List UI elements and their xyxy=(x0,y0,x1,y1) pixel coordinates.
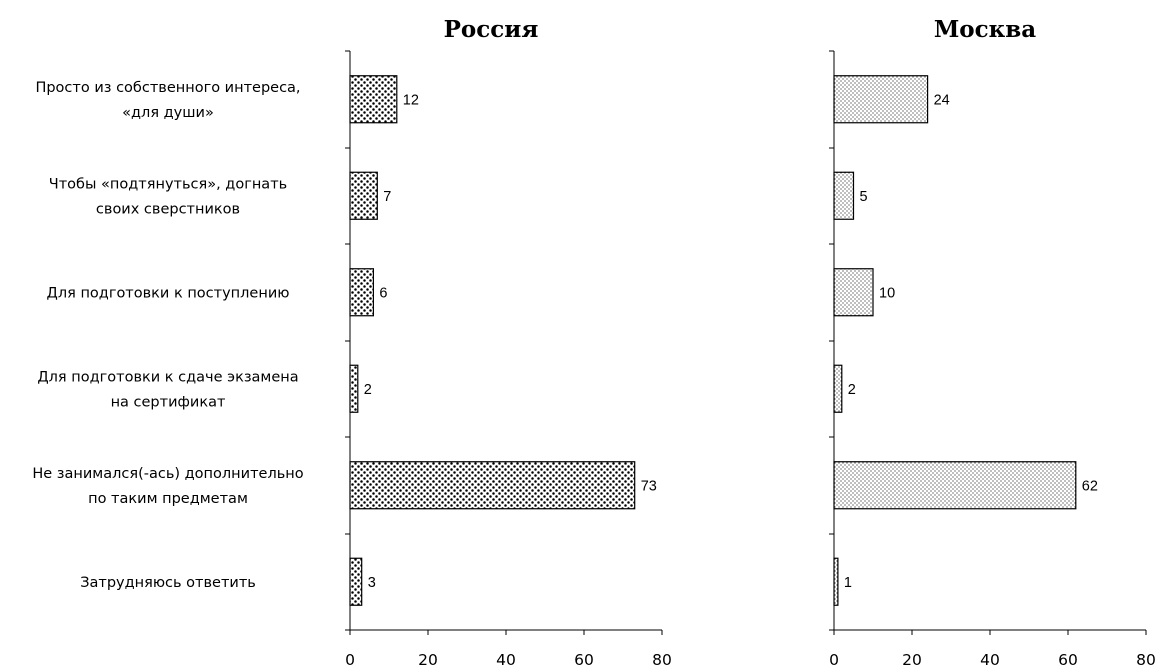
bar-russia xyxy=(349,557,363,606)
x-tick-label: 40 xyxy=(496,651,516,669)
data-label-moscow: 24 xyxy=(934,92,950,108)
data-label-russia: 2 xyxy=(364,382,372,398)
panel-russia: Россия 0 20 40 60 80 12 7 6 2 73 3 Просто из собств… xyxy=(32,16,671,669)
category-label-line: Чтобы «подтянуться», догнать xyxy=(49,176,287,192)
x-tick-label: 0 xyxy=(829,651,839,669)
x-tick-label: 60 xyxy=(1058,651,1078,669)
bar-russia xyxy=(349,461,636,510)
bar-russia xyxy=(349,75,398,124)
bar-russia xyxy=(349,171,378,220)
x-tick-label: 20 xyxy=(902,651,922,669)
category-label: Затрудняюсь ответить xyxy=(80,575,256,591)
data-label-moscow: 62 xyxy=(1082,478,1098,494)
x-tick-label: 80 xyxy=(1136,651,1156,669)
category-label-line: Просто из собственного интереса, xyxy=(35,80,300,96)
category-label: Для подготовки к поступлению xyxy=(47,285,290,301)
category-label-line: «для души» xyxy=(122,105,214,121)
category-label-line: на сертификат xyxy=(111,394,226,410)
category-label-line: Затрудняюсь ответить xyxy=(80,575,256,591)
data-label-russia: 6 xyxy=(379,285,387,301)
x-tick-label: 40 xyxy=(980,651,1000,669)
bar-moscow xyxy=(833,171,855,220)
panel-title-moscow: Москва xyxy=(934,16,1036,43)
category-label-line: по таким предметам xyxy=(88,491,248,507)
x-tick-label: 20 xyxy=(418,651,438,669)
category-label-line: своих сверстников xyxy=(96,201,240,217)
plot-area-moscow: 0 20 40 60 80 24 5 10 2 62 1 xyxy=(829,50,1156,669)
data-label-moscow: 1 xyxy=(844,575,852,591)
bar-moscow xyxy=(833,364,843,413)
bar-russia xyxy=(349,268,374,317)
category-label-line: Для подготовки к сдаче экзамена xyxy=(37,369,298,385)
data-label-russia: 7 xyxy=(383,189,391,205)
category-label: Не занимался(-ась) дополнительно по таким… xyxy=(32,466,303,507)
data-label-moscow: 2 xyxy=(848,382,856,398)
data-label-russia: 3 xyxy=(368,575,376,591)
bar-moscow xyxy=(833,461,1077,510)
panel-title-russia: Россия xyxy=(444,16,539,43)
x-tick-label: 0 xyxy=(345,651,355,669)
bar-moscow xyxy=(833,268,874,317)
bar-russia xyxy=(349,364,359,413)
panel-moscow: Москва 0 20 40 60 80 24 5 10 2 62 1 xyxy=(829,16,1156,669)
category-label: Просто из собственного интереса, «для душ… xyxy=(35,80,300,121)
data-label-moscow: 5 xyxy=(860,189,868,205)
x-tick-label: 60 xyxy=(574,651,594,669)
category-label: Для подготовки к сдаче экзамена на сертиф… xyxy=(37,369,298,410)
data-label-russia: 12 xyxy=(403,92,419,108)
category-label: Чтобы «подтянуться», догнать своих сверст… xyxy=(49,176,287,217)
category-label-line: Для подготовки к поступлению xyxy=(47,285,290,301)
bar-moscow xyxy=(833,75,929,124)
data-label-russia: 73 xyxy=(641,478,657,494)
category-label-line: Не занимался(-ась) дополнительно xyxy=(32,466,303,482)
data-label-moscow: 10 xyxy=(879,285,895,301)
x-tick-label: 80 xyxy=(652,651,672,669)
bar-moscow xyxy=(833,557,839,606)
plot-area-russia: 0 20 40 60 80 12 7 6 2 73 3 Просто из собственного … xyxy=(32,50,672,669)
